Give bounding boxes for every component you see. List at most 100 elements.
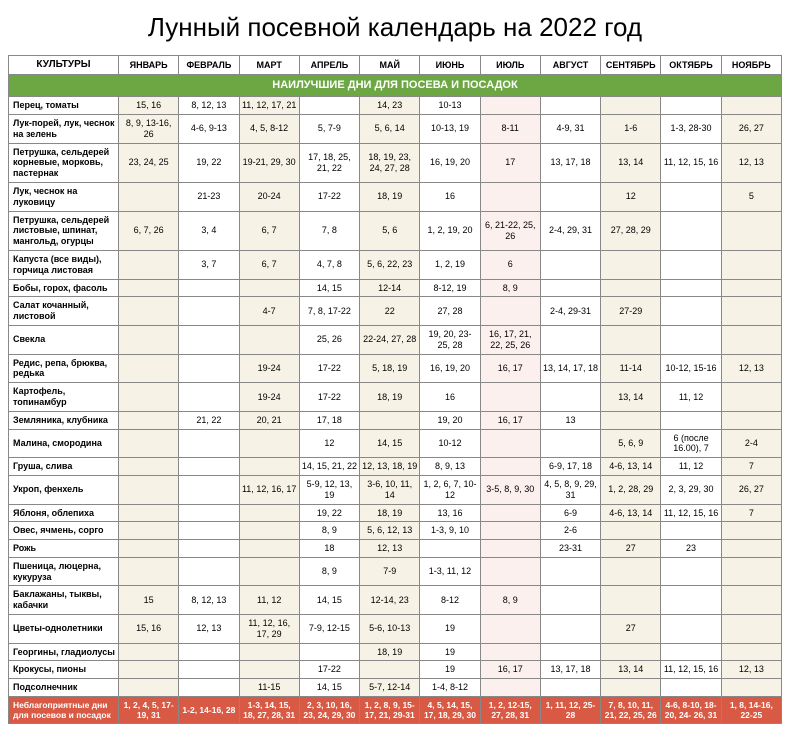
cell: [119, 279, 179, 297]
cell: [119, 679, 179, 697]
table-row: Яблоня, облепиха19, 2218, 1913, 166-94-6…: [9, 504, 782, 522]
cell: [179, 661, 239, 679]
cell: 17-22: [299, 383, 359, 412]
culture-name: Рожь: [9, 540, 119, 558]
cell: [119, 522, 179, 540]
cell: 4, 5, 8-12: [239, 114, 299, 143]
cell: 11, 12, 15, 16: [661, 504, 721, 522]
bad-cell: 1, 2, 4, 5, 17-19, 31: [119, 697, 179, 724]
cell: 7-9, 12-15: [299, 615, 359, 644]
table-row: Редис, репа, брюква, редька19-2417-225, …: [9, 354, 782, 383]
month-header: ИЮНЬ: [420, 56, 480, 75]
cell: 7, 8, 17-22: [299, 297, 359, 326]
cell: 17-22: [299, 182, 359, 211]
cell: [661, 211, 721, 250]
cell: [119, 250, 179, 279]
cell: 18, 19: [360, 383, 420, 412]
cell: 11, 12, 16, 17: [239, 475, 299, 504]
cell: [601, 586, 661, 615]
month-header: ИЮЛЬ: [480, 56, 540, 75]
cell: 1, 2, 19: [420, 250, 480, 279]
cell: 18, 19: [360, 504, 420, 522]
cell: 15, 16: [119, 615, 179, 644]
month-header: НОЯБРЬ: [721, 56, 781, 75]
cell: [239, 279, 299, 297]
cell: 17, 18: [299, 411, 359, 429]
cell: [480, 429, 540, 458]
cell: 4, 5, 8, 9, 29, 31: [540, 475, 600, 504]
cell: 6-9, 17, 18: [540, 458, 600, 476]
cell: 13: [540, 411, 600, 429]
cell: 19: [420, 661, 480, 679]
cell: 11, 12: [661, 458, 721, 476]
cell: [721, 325, 781, 354]
cell: [661, 586, 721, 615]
bad-cell: 4, 5, 14, 15, 17, 18, 29, 30: [420, 697, 480, 724]
bad-cell: 1, 2, 12-15, 27, 28, 31: [480, 697, 540, 724]
cell: [661, 325, 721, 354]
section-label: НАИЛУЧШИЕ ДНИ ДЛЯ ПОСЕВА И ПОСАДОК: [9, 75, 782, 97]
cell: 19, 22: [179, 143, 239, 182]
cell: 14, 15: [360, 429, 420, 458]
cell: 10-12, 15-16: [661, 354, 721, 383]
cell: [601, 522, 661, 540]
cell: [721, 411, 781, 429]
cell: [239, 643, 299, 661]
cell: 21-23: [179, 182, 239, 211]
cell: 8, 9, 13: [420, 458, 480, 476]
cell: [119, 182, 179, 211]
cell: [119, 540, 179, 558]
month-header: ЯНВАРЬ: [119, 56, 179, 75]
cell: [119, 475, 179, 504]
cell: 5, 6, 14: [360, 114, 420, 143]
cell: 8, 9: [299, 557, 359, 586]
cell: [119, 297, 179, 326]
table-row: Укроп, фенхель11, 12, 16, 175-9, 12, 13,…: [9, 475, 782, 504]
cell: 18, 19, 23, 24, 27, 28: [360, 143, 420, 182]
cell: [239, 661, 299, 679]
cell: [540, 250, 600, 279]
cell: 15: [119, 586, 179, 615]
month-header: МАЙ: [360, 56, 420, 75]
cell: [119, 458, 179, 476]
cell: [601, 97, 661, 115]
culture-name: Картофель, топинамбур: [9, 383, 119, 412]
month-header: СЕНТЯБРЬ: [601, 56, 661, 75]
cell: 3-5, 8, 9, 30: [480, 475, 540, 504]
bad-cell: 1-3, 14, 15, 18, 27, 28, 31: [239, 697, 299, 724]
cell: 3, 7: [179, 250, 239, 279]
cell: 6, 7: [239, 211, 299, 250]
cell: 12, 13: [721, 354, 781, 383]
table-row: Крокусы, пионы17-221916, 1713, 17, 1813,…: [9, 661, 782, 679]
cell: [119, 429, 179, 458]
bad-cell: 1, 8, 14-16, 22-25: [721, 697, 781, 724]
cell: [179, 383, 239, 412]
cell: 7: [721, 458, 781, 476]
cell: 17, 18, 25, 21, 22: [299, 143, 359, 182]
cell: [540, 615, 600, 644]
cell: 13, 17, 18: [540, 661, 600, 679]
cell: [179, 557, 239, 586]
cell: 5, 6, 22, 23: [360, 250, 420, 279]
cell: 13, 16: [420, 504, 480, 522]
cell: [239, 429, 299, 458]
cell: 4-7: [239, 297, 299, 326]
table-row: Бобы, горох, фасоль14, 1512-148-12, 198,…: [9, 279, 782, 297]
cell: 4-6, 13, 14: [601, 458, 661, 476]
cell: 13, 17, 18: [540, 143, 600, 182]
cell: 11, 12, 16, 17, 29: [239, 615, 299, 644]
cell: 7, 8: [299, 211, 359, 250]
cell: 12, 13: [721, 661, 781, 679]
cell: [721, 615, 781, 644]
cell: 1, 2, 28, 29: [601, 475, 661, 504]
cell: 5-7, 12-14: [360, 679, 420, 697]
cell: 27: [601, 615, 661, 644]
cell: 6, 7, 26: [119, 211, 179, 250]
culture-name: Салат кочанный, листовой: [9, 297, 119, 326]
cell: [480, 97, 540, 115]
cell: 26, 27: [721, 475, 781, 504]
cell: [601, 411, 661, 429]
cell: [119, 411, 179, 429]
cell: 6: [480, 250, 540, 279]
cell: 14, 15: [299, 586, 359, 615]
